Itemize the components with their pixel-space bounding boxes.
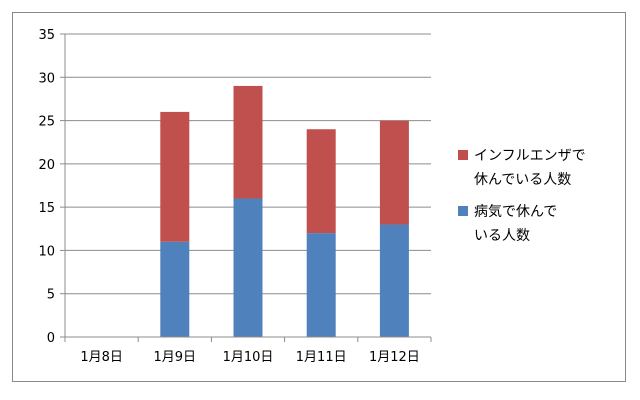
legend-swatch	[458, 206, 468, 216]
legend-label: 病気で休んで	[474, 204, 557, 220]
bars	[160, 85, 409, 337]
legend-swatch	[458, 150, 468, 160]
legend-label: インフルエンザで	[474, 148, 586, 164]
x-tick-label: 1月11日	[296, 350, 347, 365]
y-tick-labels: 0 5 10 15 20 25 30 35	[38, 28, 55, 346]
y-tick-label: 25	[38, 115, 55, 130]
bar-segment-series-1-1月11日	[306, 129, 336, 234]
x-tick-label: 1月8日	[80, 350, 123, 365]
y-tick-label: 35	[38, 28, 55, 43]
bar-segment-series-0-1月11日	[306, 233, 336, 337]
x-tick-label: 1月9日	[154, 350, 197, 365]
bar-segment-series-1-1月12日	[379, 120, 409, 225]
legend-label: いる人数	[474, 228, 530, 244]
bar-segment-series-0-1月9日	[160, 241, 190, 337]
y-tick-label: 10	[38, 244, 55, 259]
bar-segment-series-0-1月12日	[379, 224, 409, 337]
bar-segment-series-1-1月10日	[233, 85, 263, 199]
axes	[60, 33, 432, 342]
bar-segment-series-0-1月10日	[233, 198, 263, 337]
x-tick-label: 1月10日	[223, 350, 274, 365]
x-tick-labels: 1月8日 1月9日 1月10日 1月11日 1月12日	[80, 350, 419, 365]
legend-label: 休んでいる人数	[474, 172, 571, 188]
y-tick-label: 0	[47, 331, 55, 346]
y-tick-label: 5	[47, 288, 55, 303]
y-tick-label: 15	[38, 201, 55, 216]
bar-segment-series-1-1月9日	[160, 111, 190, 242]
x-tick-label: 1月12日	[369, 350, 420, 365]
y-tick-label: 20	[38, 158, 55, 173]
y-tick-label: 30	[38, 71, 55, 86]
